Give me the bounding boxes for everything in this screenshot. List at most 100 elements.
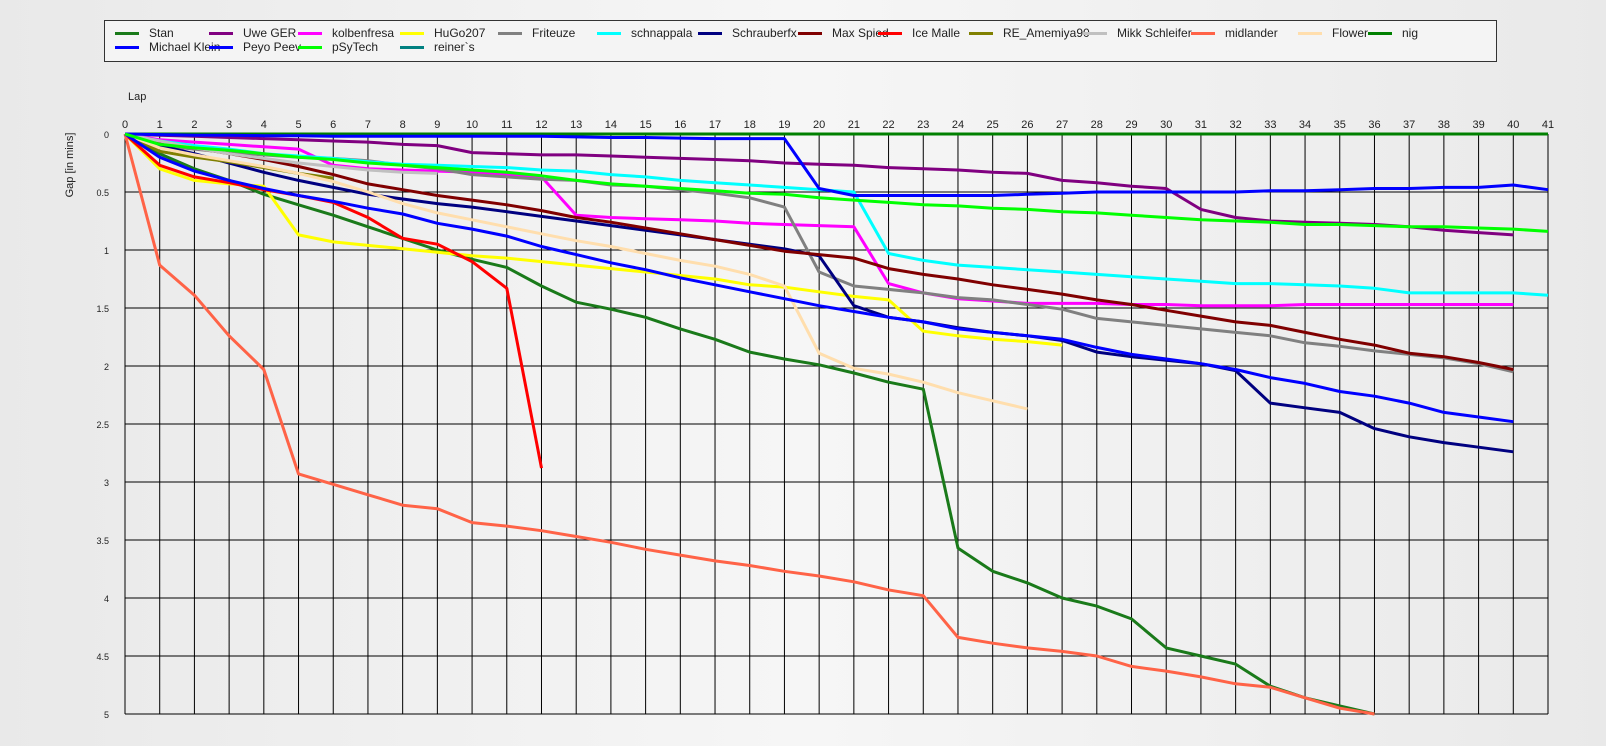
- y-tick-label: 1: [104, 246, 109, 256]
- y-tick-label: 0.5: [96, 188, 109, 198]
- legend-item: Max Spied: [798, 26, 889, 40]
- x-tick-label: 29: [1125, 119, 1137, 131]
- x-tick-label: 41: [1542, 119, 1554, 131]
- legend-item: Ice Malle: [878, 26, 960, 40]
- y-tick-label: 3.5: [96, 536, 109, 546]
- legend-item: pSyTech: [298, 40, 378, 54]
- x-tick-label: 40: [1507, 119, 1519, 131]
- legend-item: nig: [1368, 26, 1418, 40]
- x-tick-label: 2: [191, 119, 197, 131]
- x-tick-label: 21: [848, 119, 860, 131]
- series-line-flower: [124, 132, 1028, 411]
- y-tick-label: 5: [104, 710, 109, 720]
- legend-swatch: [115, 45, 139, 49]
- x-tick-label: 36: [1368, 119, 1380, 131]
- legend-swatch: [209, 31, 233, 35]
- legend-label: Peyo Peev: [243, 40, 302, 54]
- x-tick-label: 12: [535, 119, 547, 131]
- x-tick-label: 30: [1160, 119, 1172, 131]
- x-tick-label: 11: [501, 119, 512, 131]
- legend-swatch: [209, 45, 233, 49]
- legend-item: Michael Klein: [115, 40, 220, 54]
- x-tick-label: 28: [1091, 119, 1103, 131]
- x-tick-label: 6: [330, 119, 336, 131]
- x-tick-label: 1: [157, 119, 163, 131]
- legend-swatch: [400, 31, 424, 35]
- legend-label: Mikk Schleifer: [1117, 26, 1192, 40]
- legend-swatch: [1191, 31, 1215, 35]
- legend-label: Stan: [149, 26, 174, 40]
- legend-label: kolbenfresa: [332, 26, 395, 40]
- x-tick-label: 15: [639, 119, 651, 131]
- y-tick-label: 4.5: [96, 652, 109, 662]
- legend-swatch: [115, 31, 139, 35]
- series-line-schnappala: [124, 132, 1549, 297]
- series-line-psytech: [124, 132, 1549, 233]
- series-line-max-spied: [124, 132, 1514, 371]
- legend-swatch: [698, 31, 722, 35]
- x-tick-label: 14: [605, 119, 617, 131]
- series-line-stan: [124, 132, 1375, 716]
- x-tick-label: 26: [1021, 119, 1033, 131]
- legend-label: Max Spied: [832, 26, 889, 40]
- legend-item: Schrauberfx: [698, 26, 797, 40]
- legend-item: Friteuze: [498, 26, 575, 40]
- series-lines: [123, 132, 1549, 716]
- series-line-midlander: [123, 133, 1375, 716]
- legend-item: kolbenfresa: [298, 26, 394, 40]
- x-tick-label: 19: [778, 119, 790, 131]
- series-line-mikk-schleifer: [124, 132, 438, 175]
- legend-swatch: [298, 45, 322, 49]
- legend-label: reiner`s: [434, 40, 475, 54]
- series-line-michael-klein: [124, 132, 1549, 197]
- series-line-uwe-ger: [124, 132, 1514, 237]
- x-tick-label: 32: [1230, 119, 1242, 131]
- x-tick-label: 3: [226, 119, 232, 131]
- legend-swatch: [1368, 31, 1392, 35]
- x-tick-label: 16: [674, 119, 686, 131]
- x-tick-label: 23: [917, 119, 929, 131]
- legend-item: Flower: [1298, 26, 1368, 40]
- y-tick-label: 1.5: [96, 304, 109, 314]
- x-tick-label: 5: [295, 119, 301, 131]
- legend-label: Friteuze: [532, 26, 576, 40]
- y-axis-label: Gap [in mins]: [64, 133, 76, 198]
- grid: [124, 133, 1549, 715]
- y-tick-label: 4: [104, 594, 109, 604]
- x-tick-label: 10: [466, 119, 478, 131]
- legend-swatch: [798, 31, 822, 35]
- x-tick-label: 9: [434, 119, 440, 131]
- legend-swatch: [400, 45, 424, 49]
- legend-item: Uwe GER: [209, 26, 296, 40]
- x-tick-label: 4: [261, 119, 267, 131]
- y-tick-label: 2.5: [96, 420, 109, 430]
- x-tick-label: 20: [813, 119, 825, 131]
- y-tick-label: 2: [104, 362, 109, 372]
- x-tick-label: 39: [1472, 119, 1484, 131]
- legend-label: Flower: [1332, 26, 1369, 40]
- legend-label: schnappala: [631, 26, 693, 40]
- legend-item: Mikk Schleifer: [1083, 26, 1192, 40]
- x-tick-label: 37: [1403, 119, 1415, 131]
- x-tick-label: 13: [570, 119, 582, 131]
- legend-item: RE_Amemiya90: [969, 26, 1090, 40]
- x-tick-label: 7: [365, 119, 371, 131]
- legend-item: reiner`s: [400, 40, 475, 54]
- x-tick-label: 0: [122, 119, 128, 131]
- axes: Lap Gap [in mins] 0 1 2 3 4 5 6 7 8 9 10 11 12 13 14 15…: [64, 91, 1554, 720]
- x-tick-label: 17: [709, 119, 721, 131]
- legend-item: midlander: [1191, 26, 1278, 40]
- legend: Stan Uwe GER kolbenfresa HuGo207 Friteuze sch…: [104, 20, 1497, 62]
- legend-label: Michael Klein: [149, 40, 221, 54]
- y-tick-label: 3: [104, 478, 109, 488]
- legend-label: HuGo207: [434, 26, 486, 40]
- legend-swatch: [969, 31, 993, 35]
- legend-label: RE_Amemiya90: [1003, 26, 1090, 40]
- legend-label: Ice Malle: [912, 26, 961, 40]
- x-tick-label: 27: [1056, 119, 1068, 131]
- series-line-hugo207: [123, 132, 1063, 347]
- legend-swatch: [878, 31, 902, 35]
- x-tick-label: 33: [1264, 119, 1276, 131]
- x-tick-label: 38: [1438, 119, 1450, 131]
